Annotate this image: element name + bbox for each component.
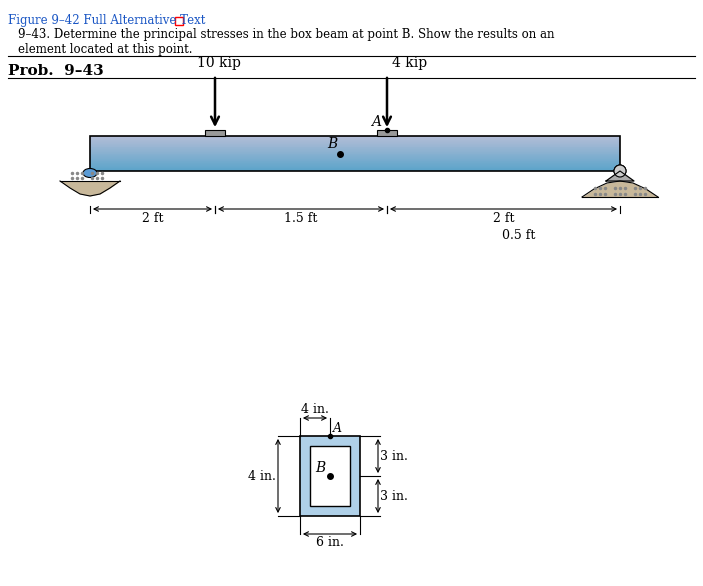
Bar [90, 149, 620, 150]
Bar [90, 141, 620, 142]
Bar [90, 165, 620, 166]
Text: B: B [327, 138, 337, 152]
Text: 3 in.: 3 in. [380, 489, 408, 503]
Bar [90, 155, 620, 156]
Bar [205, 130, 225, 136]
Text: 0.5 ft: 0.5 ft [502, 229, 535, 242]
Bar [90, 142, 620, 143]
Text: 4 kip: 4 kip [392, 56, 427, 70]
Bar [90, 150, 620, 151]
Bar [90, 162, 620, 163]
Polygon shape [606, 171, 634, 181]
Bar [90, 139, 620, 141]
Text: B: B [315, 461, 325, 475]
Ellipse shape [83, 169, 97, 178]
Bar [90, 152, 620, 154]
Bar [90, 138, 620, 139]
Bar [90, 144, 620, 145]
Bar [90, 163, 620, 164]
Bar [90, 169, 620, 170]
Bar [377, 130, 397, 136]
Bar [90, 154, 620, 155]
Bar [90, 151, 620, 152]
Text: 2 ft: 2 ft [493, 212, 515, 225]
Bar [90, 147, 620, 148]
Text: 4 in.: 4 in. [248, 469, 276, 482]
Text: A: A [371, 115, 381, 129]
Bar [310, 446, 350, 506]
Circle shape [614, 165, 626, 177]
Bar [90, 168, 620, 169]
Text: Prob.  9–43: Prob. 9–43 [8, 64, 104, 78]
Bar [90, 159, 620, 161]
Bar [90, 161, 620, 162]
Text: 3 in.: 3 in. [380, 449, 408, 462]
Bar [90, 136, 620, 171]
Bar [90, 158, 620, 159]
Bar [90, 164, 620, 165]
Bar [90, 148, 620, 149]
Bar [175, 17, 183, 25]
Circle shape [614, 165, 626, 177]
Text: 1.5 ft: 1.5 ft [284, 212, 318, 225]
Bar [90, 146, 620, 147]
Bar [90, 137, 620, 138]
Text: A: A [333, 422, 342, 435]
Bar [90, 157, 620, 158]
Bar [90, 136, 620, 137]
Text: 4 in.: 4 in. [301, 403, 329, 416]
Bar [90, 143, 620, 144]
Text: 2 ft: 2 ft [142, 212, 163, 225]
Text: 10 kip: 10 kip [197, 56, 241, 70]
Bar [300, 436, 360, 516]
Text: 6 in.: 6 in. [316, 536, 344, 549]
Bar [90, 156, 620, 157]
Bar [90, 170, 620, 171]
Bar [90, 145, 620, 146]
Bar [90, 166, 620, 168]
Text: 9–43. Determine the principal stresses in the box beam at point B. Show the resu: 9–43. Determine the principal stresses i… [18, 28, 555, 56]
Text: Figure 9–42 Full Alternative Text: Figure 9–42 Full Alternative Text [8, 14, 205, 27]
